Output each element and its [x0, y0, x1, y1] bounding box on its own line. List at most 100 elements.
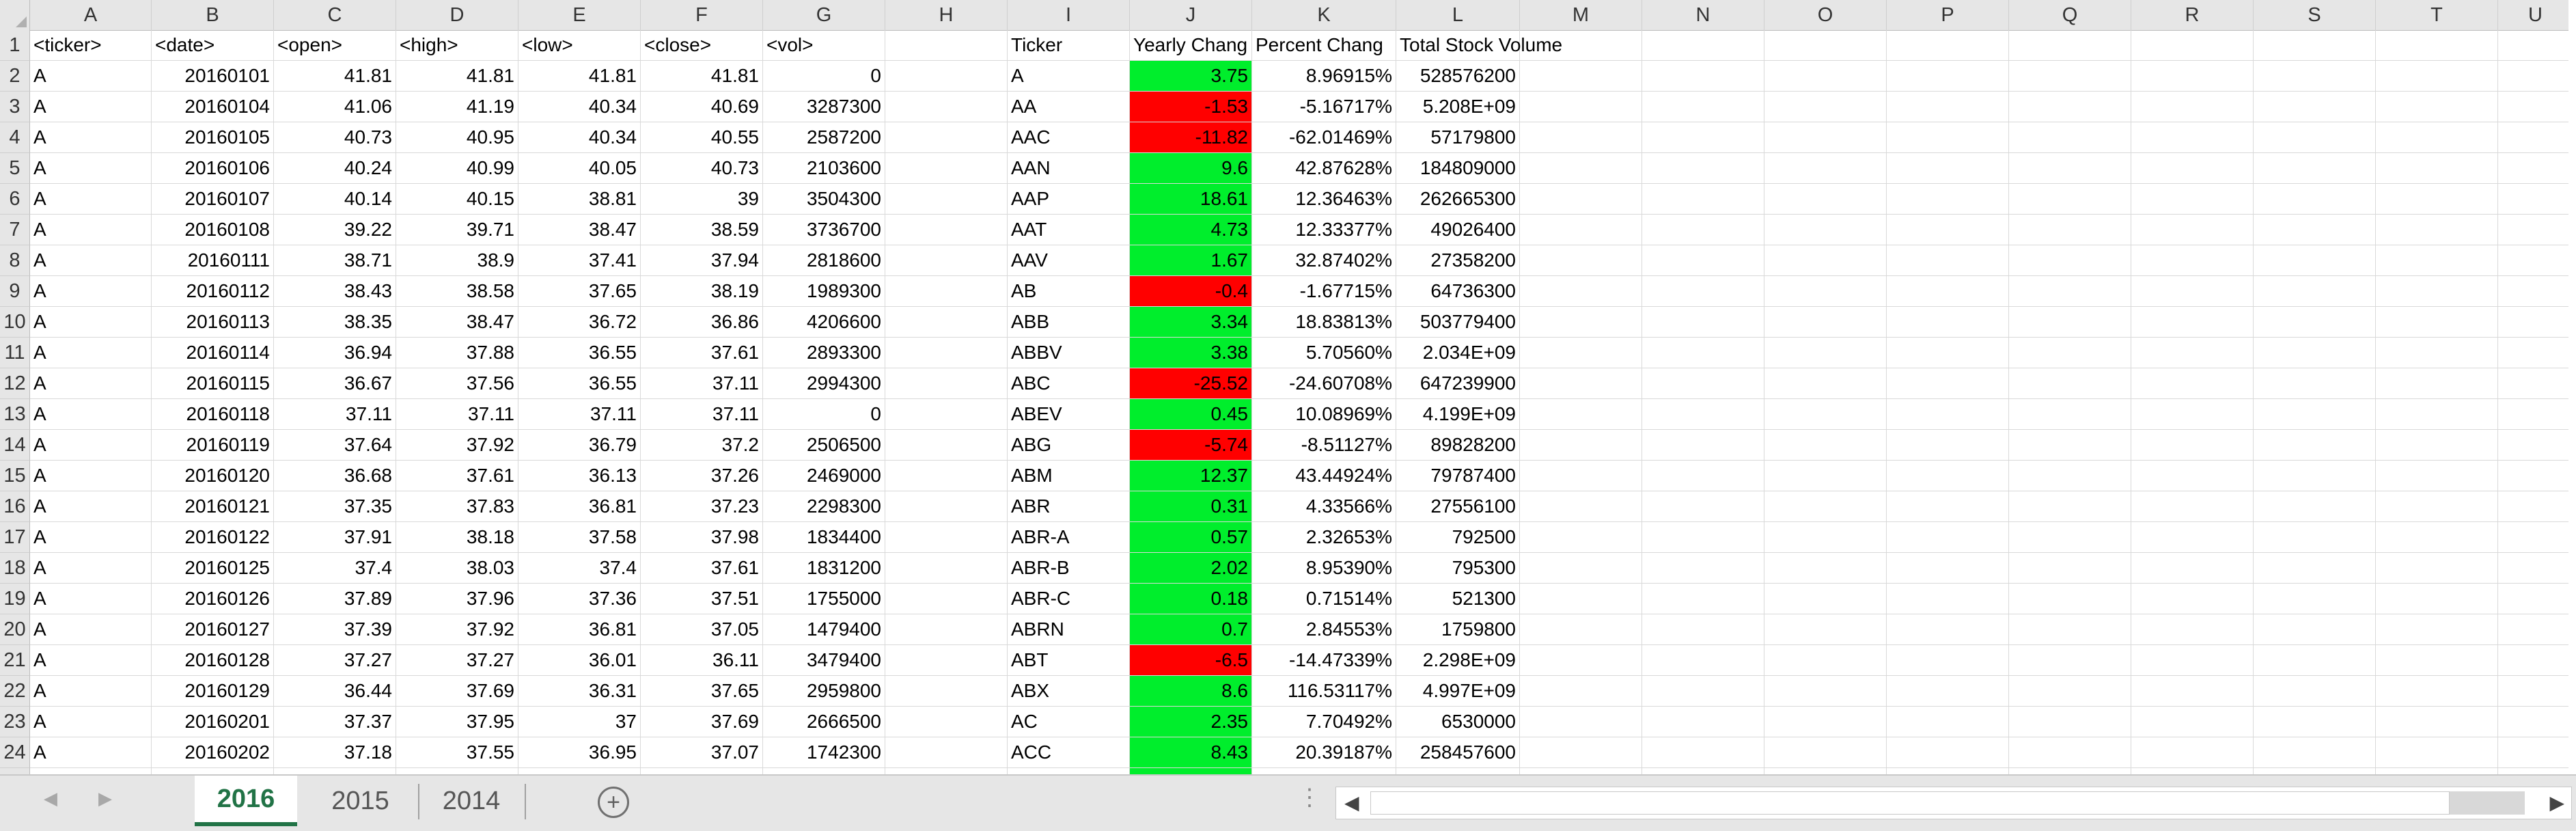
table-cell[interactable]: A: [30, 614, 152, 645]
table-cell[interactable]: [885, 368, 1008, 399]
cell-empty[interactable]: [1130, 768, 1252, 774]
cell-empty[interactable]: [2009, 184, 2131, 215]
yearly-change-cell[interactable]: 3.38: [1130, 338, 1252, 368]
table-cell[interactable]: 3504300: [763, 184, 885, 215]
cell-empty[interactable]: [2254, 737, 2376, 768]
cell-empty[interactable]: [1520, 491, 1642, 522]
cell-empty[interactable]: [2376, 707, 2498, 737]
cell-empty[interactable]: [2498, 153, 2568, 184]
table-cell[interactable]: 37.11: [518, 399, 641, 430]
table-cell[interactable]: 20160128: [152, 645, 274, 676]
table-cell[interactable]: [885, 338, 1008, 368]
column-header-t[interactable]: T: [2376, 0, 2498, 30]
table-cell[interactable]: 40.34: [518, 92, 641, 122]
table-cell[interactable]: ABM: [1008, 461, 1130, 491]
cell-empty[interactable]: [1887, 430, 2009, 461]
cell-empty[interactable]: [1764, 245, 1887, 276]
table-cell[interactable]: [885, 737, 1008, 768]
cell-empty[interactable]: [1642, 737, 1764, 768]
table-cell[interactable]: 2103600: [763, 153, 885, 184]
table-cell[interactable]: 38.71: [274, 245, 396, 276]
table-cell[interactable]: 2.84553%: [1252, 614, 1396, 645]
cell-empty[interactable]: [1642, 245, 1764, 276]
table-cell[interactable]: 39.71: [396, 215, 518, 245]
table-cell[interactable]: 2818600: [763, 245, 885, 276]
cell-empty[interactable]: [1764, 307, 1887, 338]
table-cell[interactable]: -14.47339%: [1252, 645, 1396, 676]
table-cell[interactable]: A: [30, 491, 152, 522]
table-cell[interactable]: 20160120: [152, 461, 274, 491]
table-cell[interactable]: 37.05: [641, 614, 763, 645]
row-header[interactable]: 10: [0, 307, 30, 338]
cell-empty[interactable]: [2376, 368, 2498, 399]
table-cell[interactable]: 1989300: [763, 276, 885, 307]
cell-empty[interactable]: [1642, 553, 1764, 584]
table-cell[interactable]: ABB: [1008, 307, 1130, 338]
table-cell[interactable]: 184809000: [1396, 153, 1520, 184]
cell-empty[interactable]: [1887, 184, 2009, 215]
cell-empty[interactable]: [2131, 122, 2254, 153]
cell-empty[interactable]: [1764, 768, 1887, 774]
table-cell[interactable]: A: [30, 430, 152, 461]
cell-empty[interactable]: [1642, 122, 1764, 153]
cell-empty[interactable]: [2498, 737, 2568, 768]
yearly-change-cell[interactable]: 8.6: [1130, 676, 1252, 707]
table-cell[interactable]: 37.83: [396, 491, 518, 522]
table-cell[interactable]: A: [30, 399, 152, 430]
table-cell[interactable]: 38.58: [396, 276, 518, 307]
split-handle-icon[interactable]: ⋮: [1298, 785, 1321, 810]
column-header-l[interactable]: L: [1396, 0, 1520, 30]
table-cell[interactable]: AAT: [1008, 215, 1130, 245]
table-cell[interactable]: 3287300: [763, 92, 885, 122]
column-header-d[interactable]: D: [396, 0, 518, 30]
row-header[interactable]: 11: [0, 338, 30, 368]
yearly-change-cell[interactable]: -11.82: [1130, 122, 1252, 153]
table-cell[interactable]: [885, 430, 1008, 461]
row-header[interactable]: 20: [0, 614, 30, 645]
column-header-a[interactable]: A: [30, 0, 152, 30]
table-cell[interactable]: 37.27: [274, 645, 396, 676]
table-cell[interactable]: ACC: [1008, 737, 1130, 768]
cell-empty[interactable]: [1520, 676, 1642, 707]
table-cell[interactable]: 8.95390%: [1252, 553, 1396, 584]
table-cell[interactable]: 0: [763, 61, 885, 92]
yearly-change-cell[interactable]: 2.35: [1130, 707, 1252, 737]
yearly-change-cell[interactable]: 8.43: [1130, 737, 1252, 768]
table-cell[interactable]: A: [30, 553, 152, 584]
cell-empty[interactable]: [2498, 645, 2568, 676]
cell-empty[interactable]: [2254, 522, 2376, 553]
cell-empty[interactable]: [2009, 584, 2131, 614]
header-cell-i[interactable]: Ticker: [1008, 30, 1130, 61]
cell-empty[interactable]: [2009, 61, 2131, 92]
cell-empty[interactable]: [1520, 368, 1642, 399]
cell-empty[interactable]: [2254, 707, 2376, 737]
table-cell[interactable]: 37.69: [396, 676, 518, 707]
cell-empty[interactable]: [2254, 338, 2376, 368]
table-cell[interactable]: A: [30, 153, 152, 184]
row-header[interactable]: 18: [0, 553, 30, 584]
table-cell[interactable]: 20160108: [152, 215, 274, 245]
cell-empty[interactable]: [1520, 122, 1642, 153]
table-cell[interactable]: 20160114: [152, 338, 274, 368]
cell-empty[interactable]: [274, 768, 396, 774]
cell-empty[interactable]: [2131, 30, 2254, 61]
table-cell[interactable]: 37.11: [396, 399, 518, 430]
column-header-g[interactable]: G: [763, 0, 885, 30]
column-header-b[interactable]: B: [152, 0, 274, 30]
cell-empty[interactable]: [396, 768, 518, 774]
table-cell[interactable]: A: [30, 184, 152, 215]
header-cell-a[interactable]: <ticker>: [30, 30, 152, 61]
header-cell-f[interactable]: <close>: [641, 30, 763, 61]
cell-empty[interactable]: [2009, 430, 2131, 461]
cell-empty[interactable]: [2376, 276, 2498, 307]
table-cell[interactable]: AA: [1008, 92, 1130, 122]
column-header-p[interactable]: P: [1887, 0, 2009, 30]
table-cell[interactable]: ABR-A: [1008, 522, 1130, 553]
cell-empty[interactable]: [2254, 307, 2376, 338]
table-cell[interactable]: 40.24: [274, 153, 396, 184]
cell-empty[interactable]: [1642, 307, 1764, 338]
table-cell[interactable]: 1759800: [1396, 614, 1520, 645]
table-cell[interactable]: [885, 245, 1008, 276]
table-cell[interactable]: 37.61: [396, 461, 518, 491]
yearly-change-cell[interactable]: -1.53: [1130, 92, 1252, 122]
